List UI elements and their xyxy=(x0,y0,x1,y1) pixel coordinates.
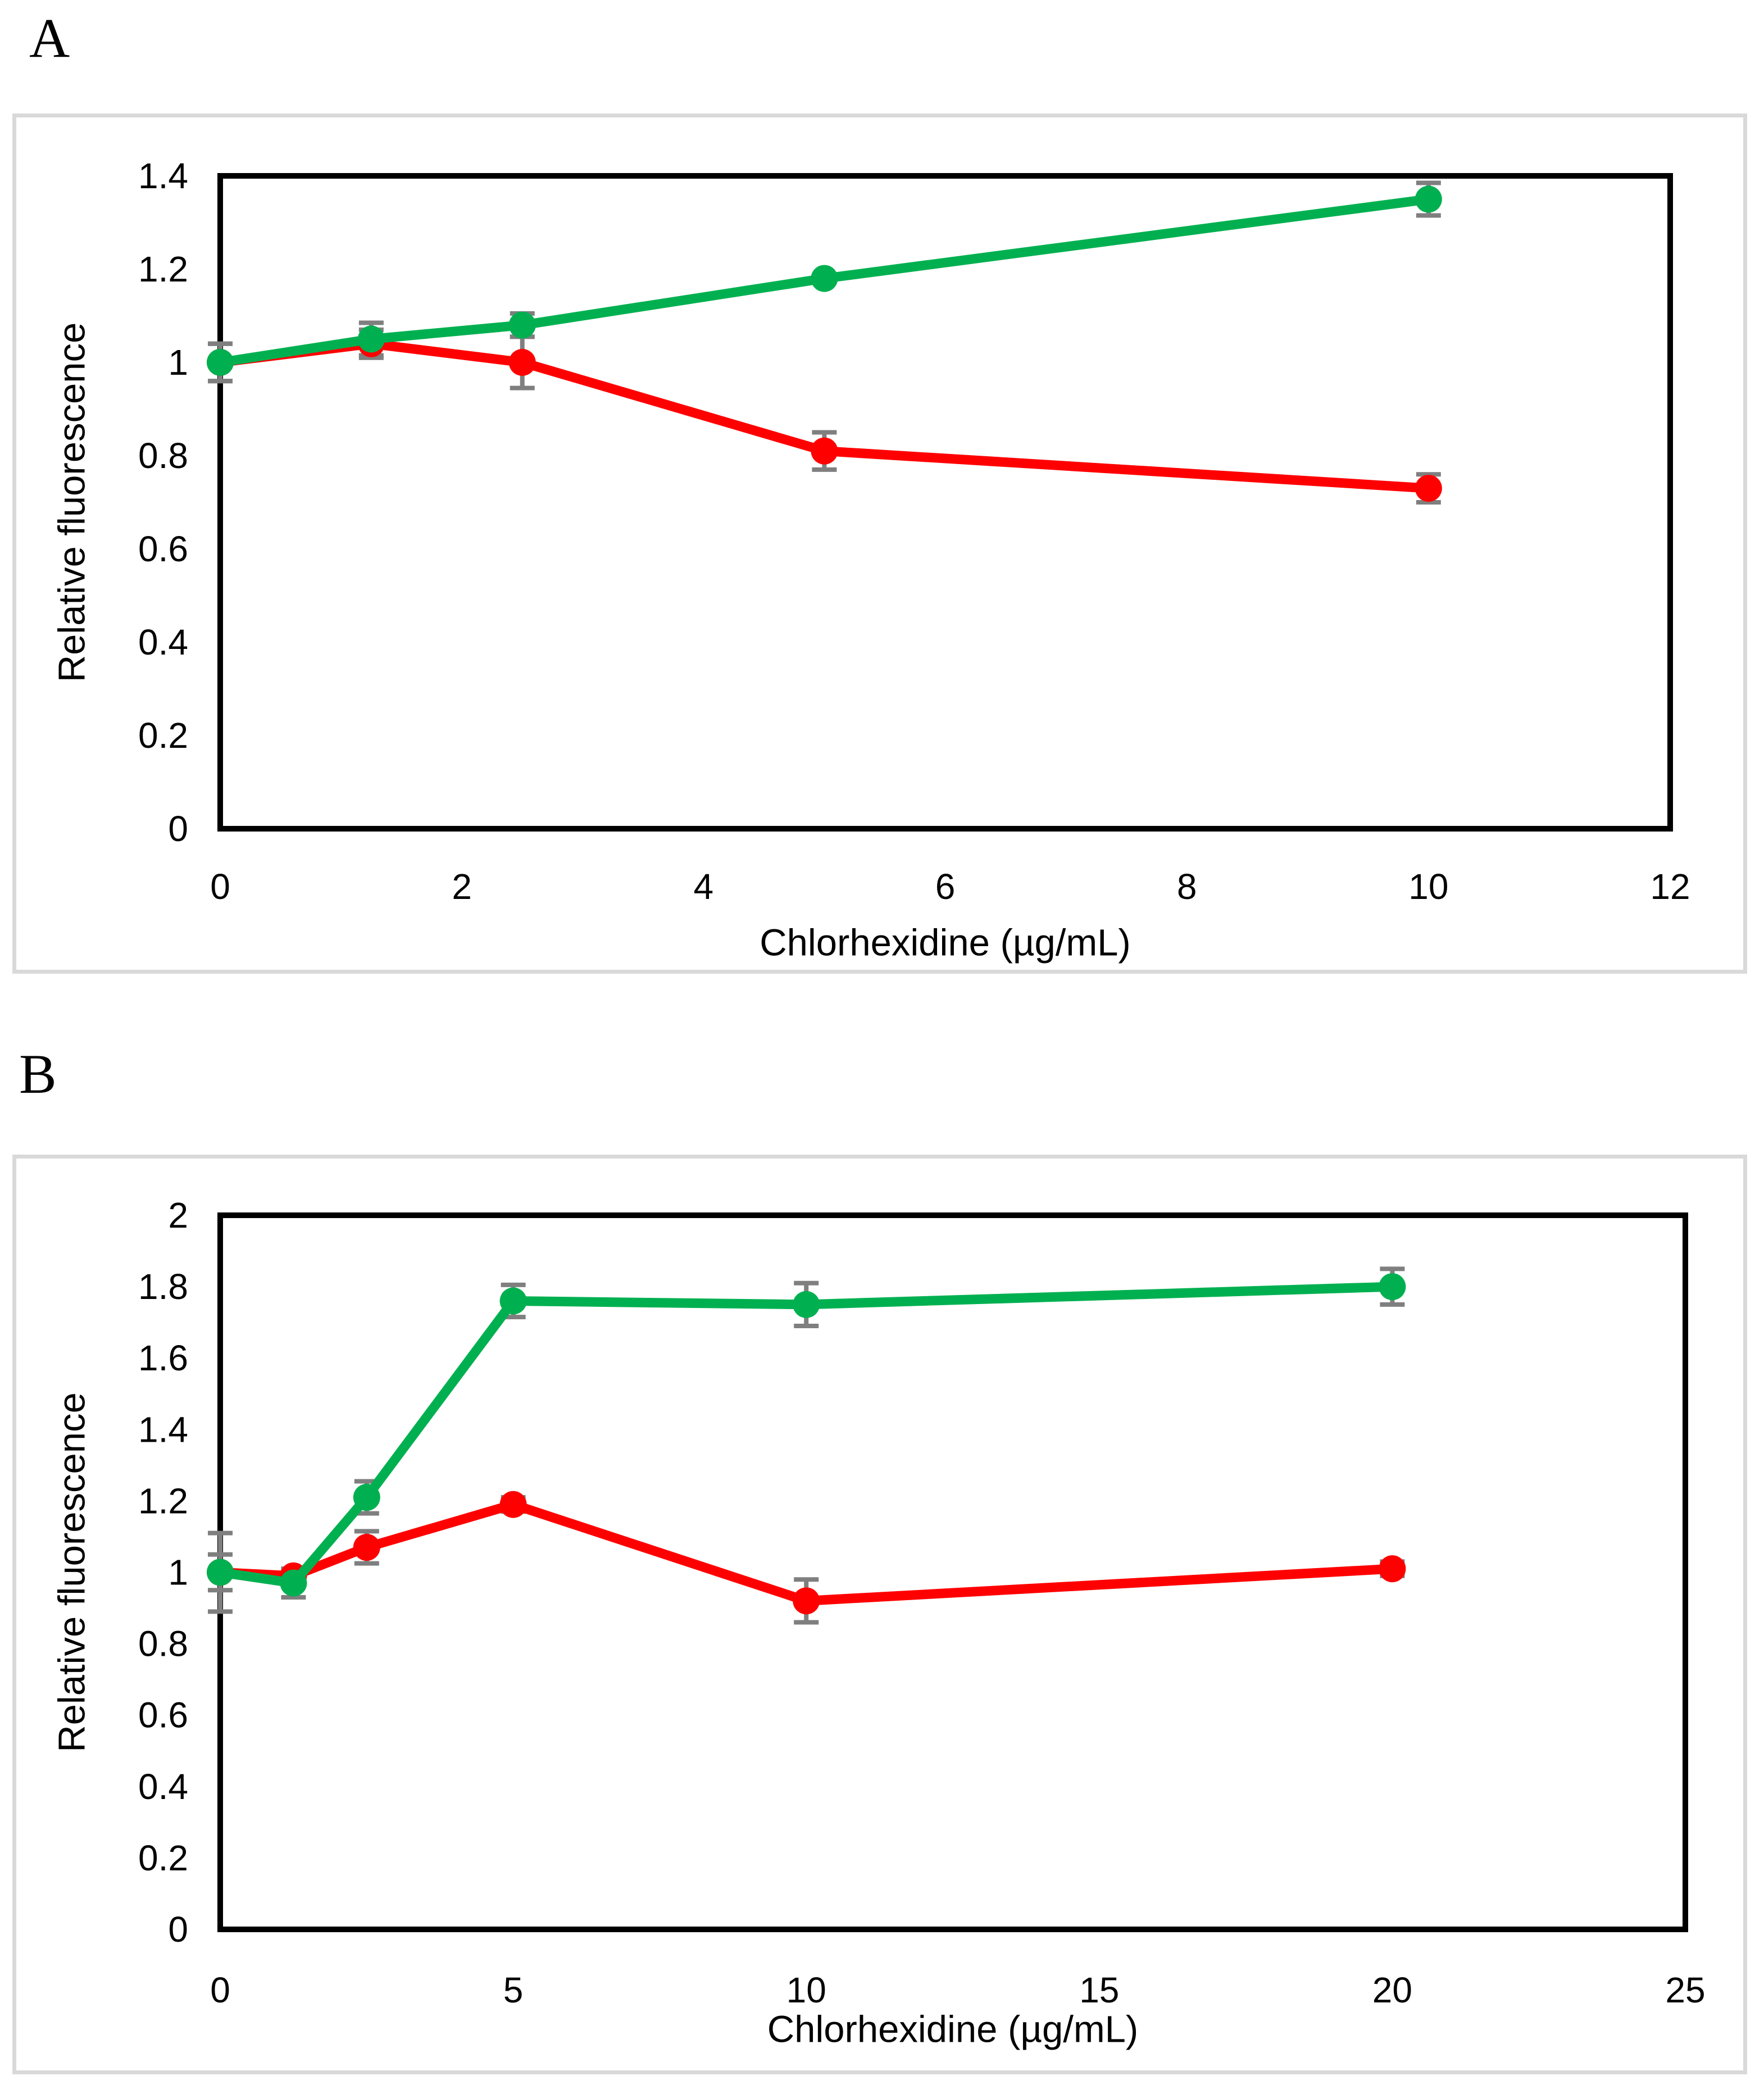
y-tick-label: 1.4 xyxy=(138,156,188,196)
y-tick-label: 0.6 xyxy=(138,529,188,569)
y-tick-label: 1 xyxy=(168,342,188,383)
data-point-green-series xyxy=(207,1559,234,1586)
y-tick-label: 1 xyxy=(168,1552,188,1593)
data-point-green-series xyxy=(811,265,838,292)
data-point-red-series xyxy=(1379,1555,1406,1583)
x-tick-label: 15 xyxy=(1079,1970,1119,2010)
x-axis-title: Chlorhexidine (µg/mL) xyxy=(767,2009,1138,2051)
plot-frame xyxy=(217,1212,1688,1932)
data-point-red-series xyxy=(1415,475,1442,502)
data-point-red-series xyxy=(353,1534,380,1561)
y-tick-label: 0.8 xyxy=(138,1624,188,1664)
data-point-green-series xyxy=(357,325,385,353)
y-tick-label: 1.6 xyxy=(138,1338,188,1378)
y-axis-title: Relative fluorescence xyxy=(51,322,93,683)
y-tick-label: 0.4 xyxy=(138,622,188,662)
y-axis-title: Relative fluorescence xyxy=(51,1392,93,1752)
x-tick-label: 4 xyxy=(694,866,714,907)
data-point-red-series xyxy=(508,349,536,376)
x-tick-label: 0 xyxy=(210,866,230,907)
x-tick-label: 12 xyxy=(1650,866,1690,907)
data-point-red-series xyxy=(499,1491,527,1518)
x-tick-label: 5 xyxy=(503,1970,524,2010)
x-tick-label: 0 xyxy=(210,1970,230,2010)
y-tick-label: 1.4 xyxy=(138,1409,188,1450)
data-point-green-series xyxy=(207,349,234,376)
data-point-green-series xyxy=(1379,1273,1406,1301)
data-point-red-series xyxy=(811,437,838,465)
x-tick-label: 10 xyxy=(786,1970,826,2010)
x-tick-label: 25 xyxy=(1665,1970,1705,2010)
y-tick-label: 1.2 xyxy=(138,1480,188,1521)
y-tick-label: 0 xyxy=(168,1909,188,1950)
panel-a-label: A xyxy=(29,7,70,69)
y-tick-label: 0.2 xyxy=(138,715,188,756)
data-point-green-series xyxy=(280,1569,307,1597)
data-point-green-series xyxy=(1415,185,1442,213)
x-tick-label: 20 xyxy=(1372,1970,1412,2010)
y-tick-label: 0.6 xyxy=(138,1695,188,1736)
x-tick-label: 6 xyxy=(935,866,956,907)
x-tick-label: 2 xyxy=(452,866,472,907)
panel-b-box xyxy=(12,1155,1747,2074)
data-point-green-series xyxy=(508,311,536,339)
y-tick-label: 1.2 xyxy=(138,249,188,289)
y-tick-label: 0.2 xyxy=(138,1838,188,1878)
y-tick-label: 0.4 xyxy=(138,1766,188,1807)
y-tick-label: 1.8 xyxy=(138,1266,188,1307)
x-tick-label: 10 xyxy=(1408,866,1448,907)
x-axis-title: Chlorhexidine (µg/mL) xyxy=(760,922,1130,964)
y-tick-label: 2 xyxy=(168,1195,188,1235)
x-tick-label: 8 xyxy=(1177,866,1197,907)
y-tick-label: 0.8 xyxy=(138,435,188,476)
plot-frame xyxy=(217,173,1673,832)
panel-b-label: B xyxy=(19,1043,57,1105)
data-point-red-series xyxy=(793,1587,820,1615)
data-point-green-series xyxy=(499,1287,527,1315)
data-point-green-series xyxy=(793,1291,820,1318)
data-point-green-series xyxy=(353,1484,380,1511)
y-tick-label: 0 xyxy=(168,808,188,849)
